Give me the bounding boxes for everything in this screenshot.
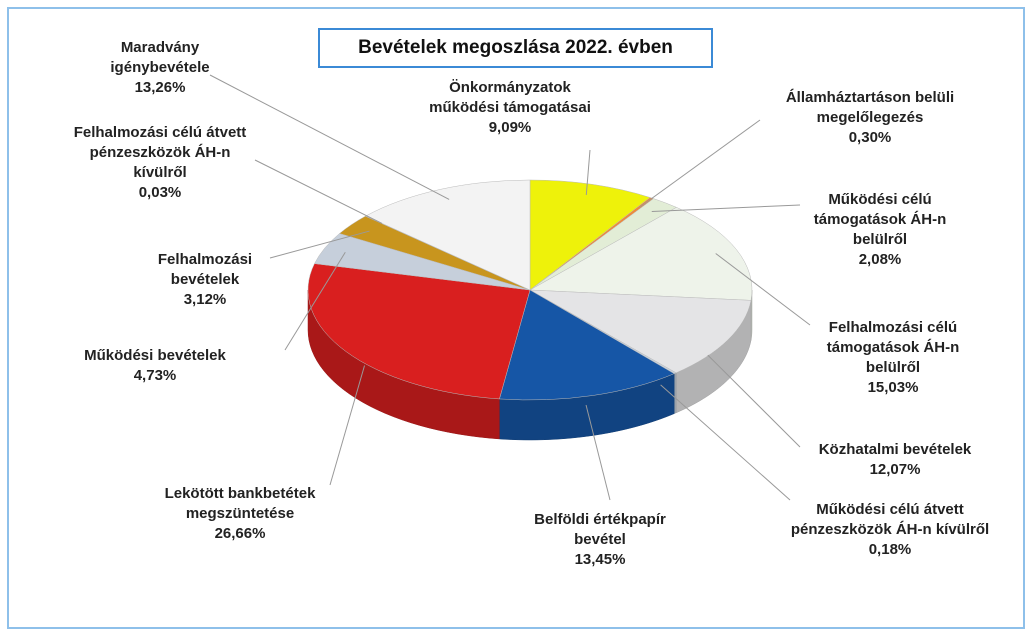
leader-line — [329, 365, 366, 486]
leader-line — [660, 384, 791, 501]
leader-line — [715, 253, 811, 326]
data-label: Működési célú átvett pénzeszközök ÁH-n k… — [790, 500, 990, 560]
data-label: Maradvány igénybevétele 13,26% — [85, 38, 235, 98]
label-value: 2,08% — [858, 251, 902, 268]
label-name: Működési célú átvett pénzeszközök ÁH-n k… — [790, 501, 990, 538]
label-name: Felhalmozási célú átvett pénzeszközök ÁH… — [73, 124, 247, 181]
leader-line — [639, 119, 761, 208]
data-label: Működési célú támogatások ÁH-n belülről 2… — [790, 190, 970, 270]
label-value: 0,18% — [868, 541, 912, 558]
data-label: Államháztartáson belüli megelőlegezés 0,3… — [770, 88, 970, 148]
label-value: 4,73% — [133, 367, 177, 384]
frame — [7, 7, 1025, 629]
leader-line — [651, 204, 801, 213]
leader-line — [284, 251, 346, 351]
data-label: Közhatalmi bevételek 12,07% — [795, 440, 995, 480]
label-value: 0,30% — [848, 129, 892, 146]
data-label: Felhalmozási célú támogatások ÁH-n belül… — [798, 318, 988, 398]
leader-line — [707, 354, 801, 448]
data-label: Működési bevételek 4,73% — [55, 346, 255, 386]
label-name: Államháztartáson belüli megelőlegezés — [785, 89, 955, 126]
slice — [499, 289, 675, 401]
label-name: Maradvány igénybevétele — [110, 39, 210, 76]
slice — [365, 179, 531, 291]
label-value: 9,09% — [488, 119, 532, 136]
slice — [307, 263, 531, 400]
label-value: 3,12% — [183, 291, 227, 308]
label-value: 0,03% — [138, 184, 182, 201]
label-name: Működési bevételek — [84, 347, 226, 364]
slice-side — [673, 372, 677, 415]
label-name: Közhatalmi bevételek — [818, 441, 972, 458]
data-label: Lekötött bankbetétek megszüntetése 26,66% — [140, 484, 340, 544]
label-value: 15,03% — [867, 379, 919, 396]
data-label: Önkormányzatok működési támogatásai 9,09% — [425, 78, 595, 138]
leader-line — [254, 159, 383, 224]
slice — [529, 289, 752, 374]
slice — [529, 179, 651, 291]
leader-line — [269, 230, 370, 259]
data-label: Felhalmozási bevételek 3,12% — [130, 250, 280, 310]
leader-line — [585, 404, 611, 501]
leader-line — [585, 149, 591, 196]
data-label: Felhalmozási célú átvett pénzeszközök ÁH… — [70, 123, 250, 203]
label-name: Önkormányzatok működési támogatásai — [429, 79, 591, 116]
data-label: Belföldi értékpapír bevétel 13,45% — [510, 510, 690, 570]
label-name: Működési célú támogatások ÁH-n belülről — [813, 191, 947, 248]
label-name: Belföldi értékpapír bevétel — [534, 511, 666, 548]
label-value: 13,26% — [134, 79, 186, 96]
label-name: Felhalmozási célú támogatások ÁH-n belül… — [826, 319, 960, 376]
label-name: Felhalmozási bevételek — [157, 251, 253, 288]
label-value: 13,45% — [574, 551, 626, 568]
chart-title: Bevételek megoszlása 2022. évben — [318, 28, 713, 68]
slice — [529, 207, 753, 301]
label-name: Lekötött bankbetétek megszüntetése — [164, 485, 316, 522]
leader-line — [209, 74, 450, 200]
label-value: 26,66% — [214, 525, 266, 542]
label-value: 12,07% — [869, 461, 921, 478]
